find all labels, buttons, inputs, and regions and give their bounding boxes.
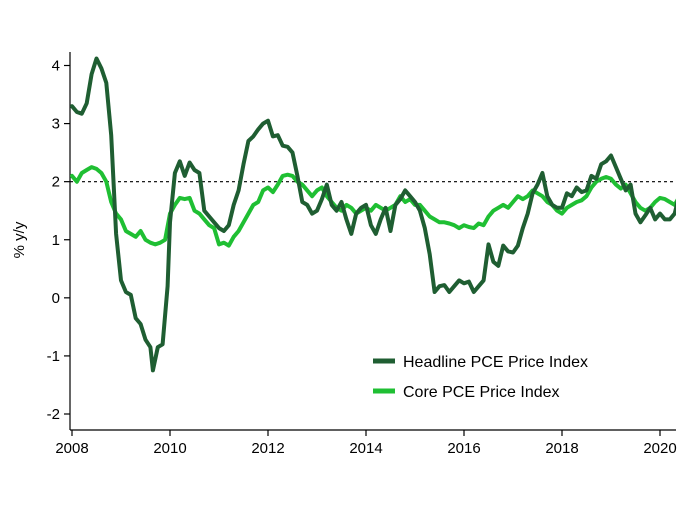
y-tick-label: 1	[52, 232, 60, 249]
x-tick-label: 2010	[153, 440, 186, 457]
legend-label: Core PCE Price Index	[403, 384, 560, 401]
y-tick-label: -1	[47, 348, 60, 365]
headline-pce-series-line	[70, 56, 676, 373]
x-tick-label: 2012	[251, 440, 284, 457]
y-tick-label: 0	[52, 290, 60, 307]
y-tick-label: -2	[47, 406, 60, 423]
series-layer	[70, 56, 676, 373]
y-axis-title: % y/y	[11, 221, 28, 258]
y-tick-label: 4	[52, 58, 60, 75]
x-tick-label: 2020	[643, 440, 676, 457]
legend: Headline PCE Price Index Core PCE Price I…	[373, 354, 588, 401]
x-tick-label: 2008	[55, 440, 88, 457]
x-tick-label: 2016	[447, 440, 480, 457]
y-tick-label: 2	[52, 174, 60, 191]
legend-label: Headline PCE Price Index	[403, 354, 588, 371]
axes-layer: -2 -1 0 1 2 3 4 2008 2010 2012 2014 2016 2018 2020	[47, 52, 677, 457]
x-tick-label: 2014	[349, 440, 382, 457]
core-pce-series-line	[70, 165, 676, 248]
y-tick-label: 3	[52, 116, 60, 133]
x-tick-label: 2018	[545, 440, 578, 457]
